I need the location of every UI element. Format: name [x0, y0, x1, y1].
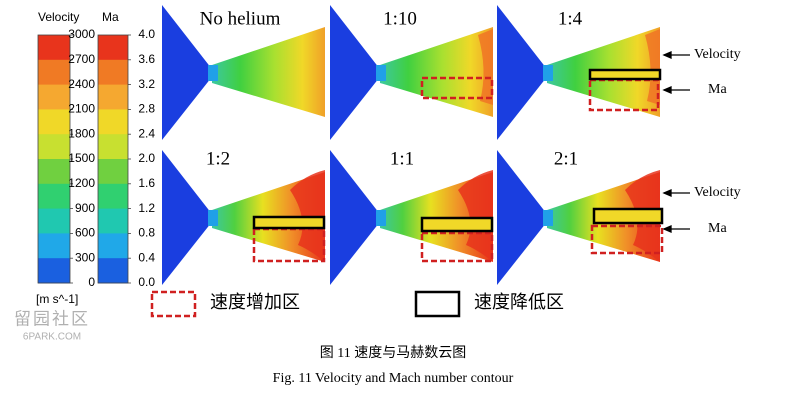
arrowhead [662, 86, 672, 94]
decrease-box [592, 207, 664, 225]
colorbar-tick-label: 300 [75, 250, 95, 264]
inlet [497, 150, 550, 285]
colorbar-band [98, 258, 128, 284]
colorbar-band [38, 233, 70, 259]
colorbar-band [98, 208, 128, 234]
inlet [330, 5, 383, 140]
colorbar-band [38, 258, 70, 284]
watermark: 6PARK.COM [23, 332, 81, 343]
highlight-boxes [252, 68, 664, 263]
panel-title: 1:2 [206, 148, 230, 169]
throat [208, 65, 218, 81]
high-velocity-zone [645, 29, 660, 105]
increase-box [590, 224, 664, 255]
colorbar-tick-label: 1500 [68, 151, 95, 165]
colorbar-tick-label: 0.8 [138, 226, 155, 240]
colorbar-band [98, 159, 128, 185]
legend-label: 速度降低区 [474, 292, 564, 312]
increase-box [420, 231, 494, 263]
colorbar-band [38, 134, 70, 160]
colorbar-tick-label: 2400 [68, 77, 95, 91]
inlet [162, 150, 215, 285]
colorbar-band [38, 183, 70, 210]
increase-box [252, 227, 326, 263]
colorbar-tick-label: 3000 [68, 27, 95, 41]
contour-panel [162, 5, 325, 140]
colorbar-unit: [m s^-1] [36, 292, 78, 306]
colorbar-band [38, 109, 70, 135]
decrease-box [588, 68, 662, 81]
colorbar-tick-label: 0.4 [138, 250, 155, 264]
colorbar-tick-label: 0 [88, 275, 95, 289]
caption: Fig. 11 Velocity and Mach number contour [273, 371, 514, 386]
colorbar-band [98, 134, 128, 160]
annotation: Ma [708, 221, 727, 236]
watermark: 留园社区 [14, 309, 90, 328]
panel-title: 2:1 [554, 148, 578, 169]
inlet [497, 5, 550, 140]
flow-region [212, 27, 325, 117]
panel-title: No helium [200, 8, 281, 29]
throat [376, 210, 386, 226]
legend-label: 速度增加区 [210, 292, 300, 312]
colorbar-tick-label: 2700 [68, 52, 95, 66]
panel-title: 1:4 [558, 8, 583, 29]
colorbar-band [98, 84, 128, 110]
annotation: Ma [708, 82, 727, 97]
colorbar-tick-label: 1.2 [138, 201, 155, 215]
colorbar-label: Ma [102, 10, 119, 24]
colorbar-band [38, 208, 70, 234]
panel-title: 1:10 [383, 8, 417, 29]
colorbar-tick-label: 2.0 [138, 151, 155, 165]
throat [543, 210, 553, 226]
arrowhead [662, 225, 672, 233]
throat [543, 65, 553, 81]
colorbar-tick-label: 1800 [68, 126, 95, 140]
throat [376, 65, 386, 81]
caption: 图 11 速度与马赫数云图 [320, 345, 466, 361]
colorbar-tick-label: 1200 [68, 176, 95, 190]
annotation: Velocity [694, 185, 741, 200]
decrease-box [252, 215, 326, 230]
annotation: Velocity [694, 47, 741, 62]
inlet [330, 150, 383, 285]
colorbar-tick-label: 0.0 [138, 275, 155, 289]
colorbar-label: Velocity [38, 10, 79, 24]
high-velocity-zone [478, 29, 493, 105]
legend-swatch [414, 290, 461, 318]
colorbar-tick-label: 4.0 [138, 27, 155, 41]
high-velocity-zone [458, 170, 493, 262]
colorbar-tick-label: 1.6 [138, 176, 155, 190]
panel-title: 1:1 [390, 148, 414, 169]
colorbar-tick-label: 900 [75, 201, 95, 215]
colorbar-tick-label: 2.4 [138, 126, 155, 140]
flow-region [380, 27, 493, 117]
decrease-box [420, 216, 494, 233]
throat [208, 210, 218, 226]
colorbar-tick-label: 600 [75, 226, 95, 240]
colorbar-band [38, 84, 70, 110]
colorbar-tick-label: 3.6 [138, 52, 155, 66]
colorbar-band [98, 109, 128, 135]
annotation-arrows [662, 51, 690, 233]
arrowhead [662, 51, 672, 59]
colorbar-band [38, 159, 70, 185]
contour-panels [162, 5, 660, 285]
colorbar-tick-label: 2100 [68, 102, 95, 116]
colorbar-band [98, 35, 128, 61]
colorbar-band [98, 59, 128, 86]
colorbar-band [98, 233, 128, 259]
colorbar-band [38, 59, 70, 86]
arrowhead [662, 189, 672, 197]
inlet [162, 5, 215, 140]
colorbar-tick-label: 2.8 [138, 102, 155, 116]
colorbar-band [38, 35, 70, 61]
colorbar-band [98, 183, 128, 210]
increase-box [588, 78, 660, 112]
colorbar-tick-label: 3.2 [138, 77, 155, 91]
legend-swatch [150, 290, 197, 318]
contour-panel [330, 5, 493, 140]
